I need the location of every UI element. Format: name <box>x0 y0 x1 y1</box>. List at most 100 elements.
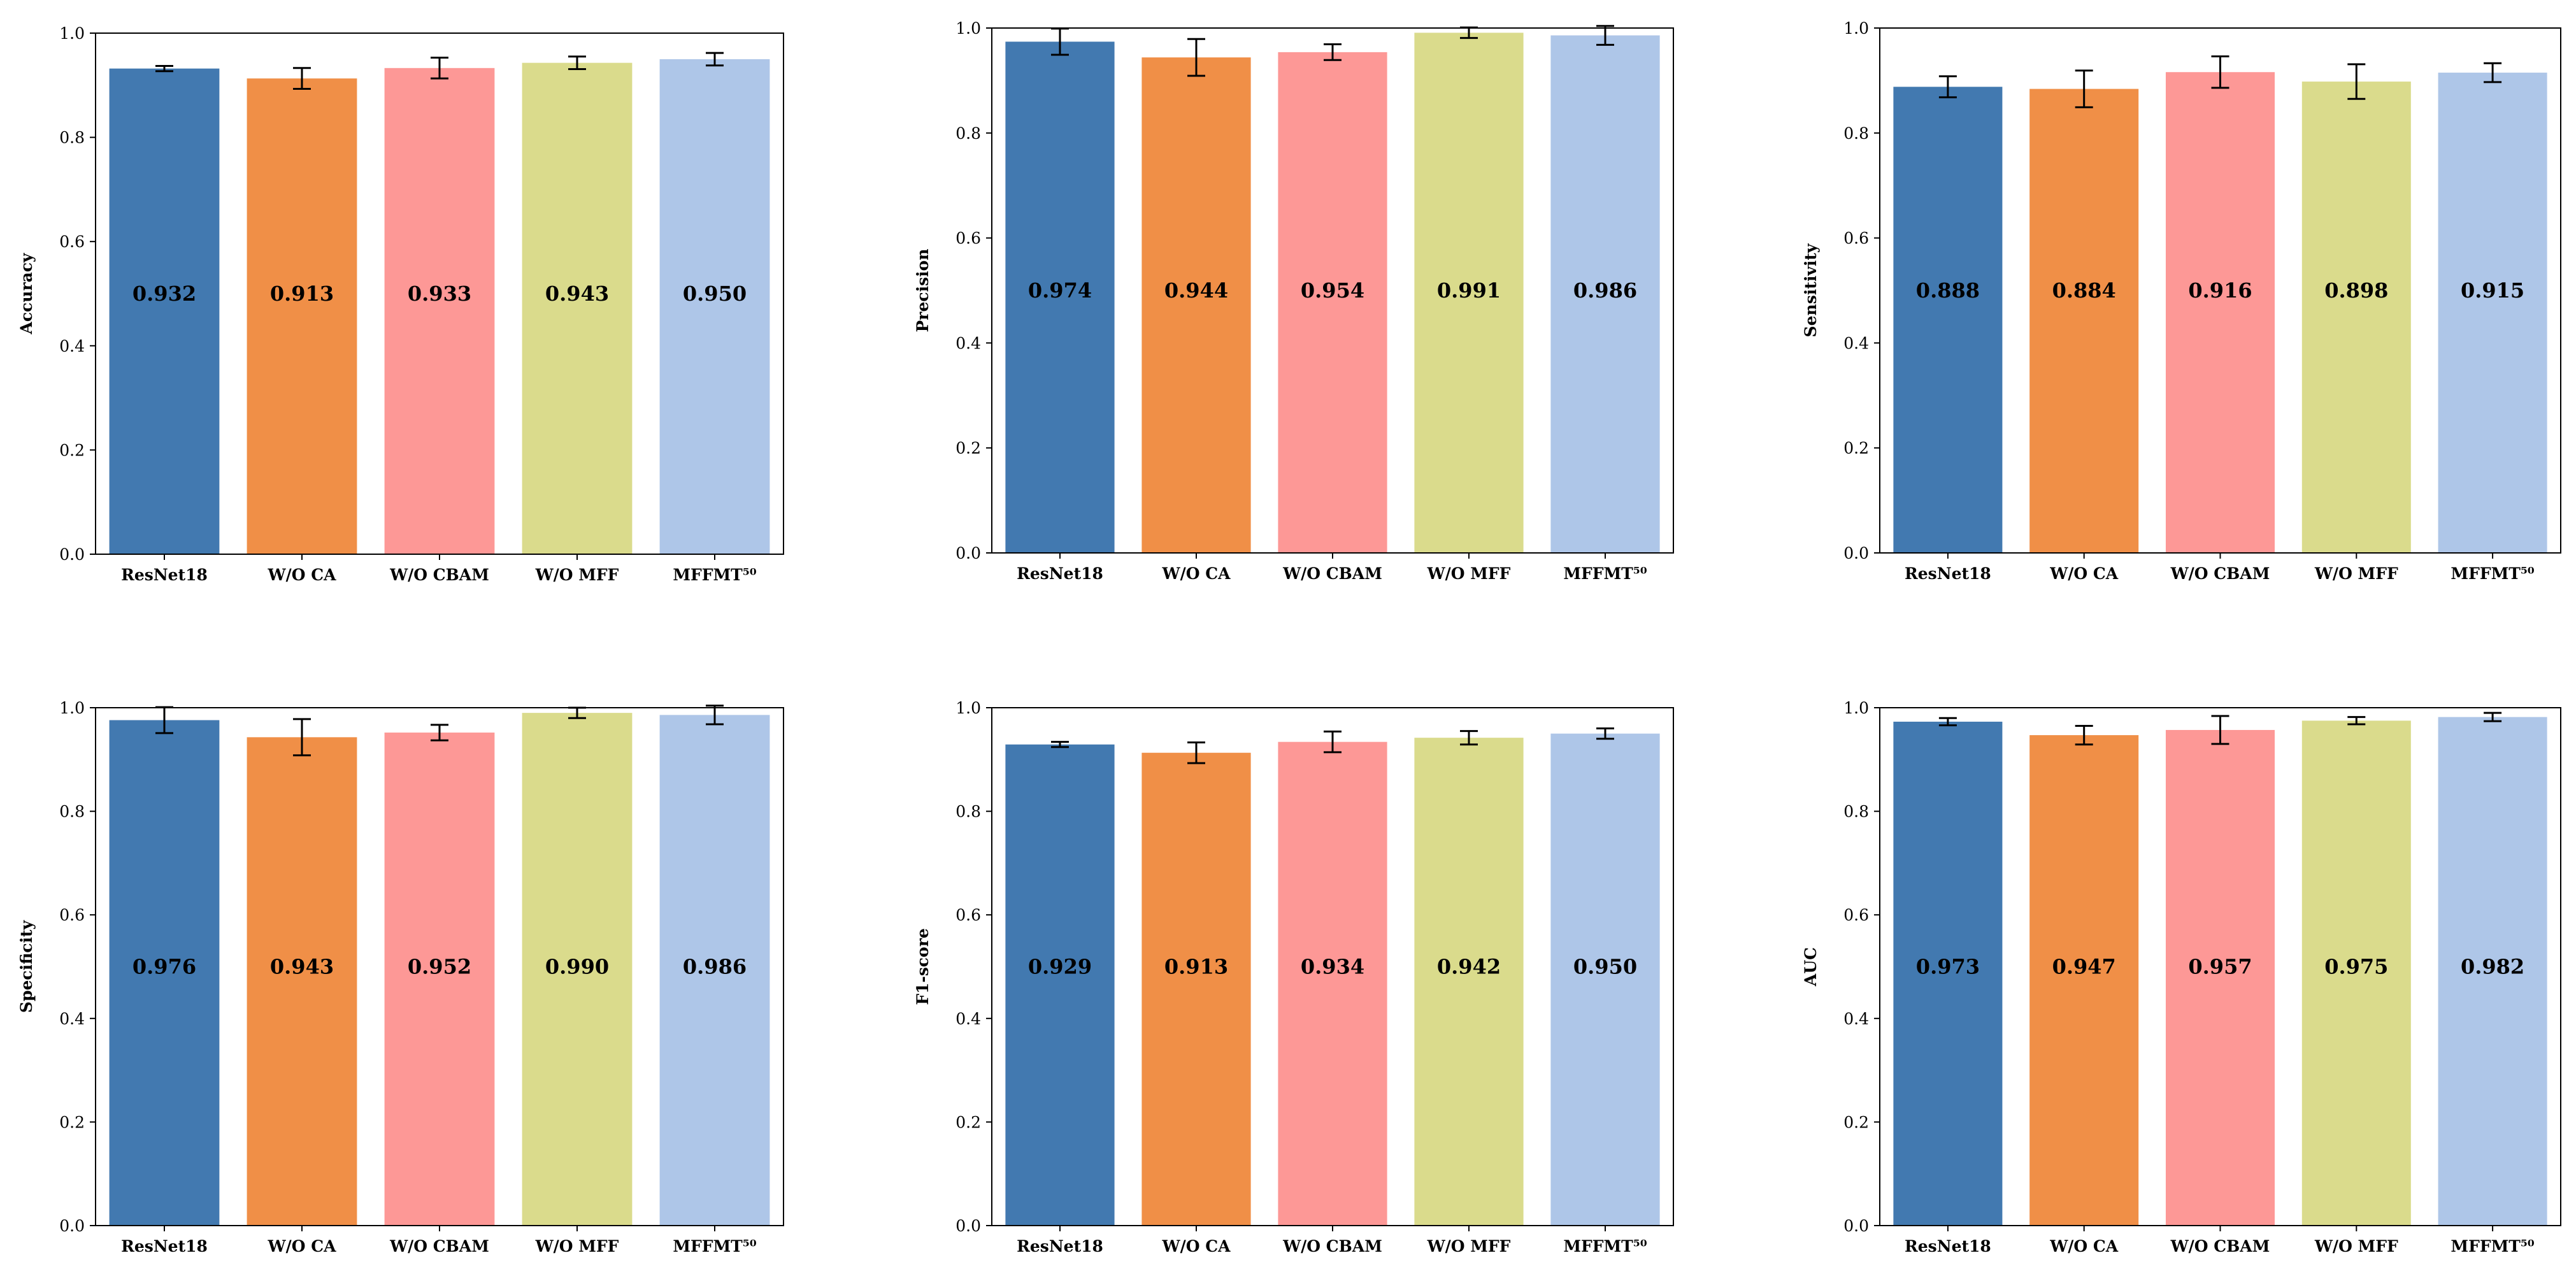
error-bar-1 <box>1938 717 1957 727</box>
y-tick-label: 0.4 <box>1843 1010 1869 1028</box>
value-label-4: 0.991 <box>1437 278 1501 303</box>
error-bar-1 <box>155 65 173 73</box>
category-label-2: W/O CA <box>1162 1237 1231 1256</box>
bar-1 <box>1893 87 2003 554</box>
bar-4 <box>1414 32 1524 554</box>
category-label-4: W/O MFF <box>1427 564 1511 583</box>
error-bar-5 <box>706 705 724 726</box>
value-label-1: 0.888 <box>1916 278 1980 303</box>
value-label-5: 0.986 <box>1573 278 1637 303</box>
y-tick-label: 0.2 <box>1843 439 1869 457</box>
category-label-2: W/O CA <box>2049 564 2119 583</box>
y-tick-label: 1.0 <box>955 19 981 38</box>
bar-1 <box>1005 41 1115 554</box>
bar-3 <box>384 68 495 554</box>
bar-4 <box>1414 738 1524 1226</box>
bar-5 <box>2438 73 2547 554</box>
y-axis-label: Accuracy <box>17 252 36 335</box>
value-label-3: 0.916 <box>2188 278 2252 303</box>
y-tick-label: 1.0 <box>955 699 981 717</box>
bar-2 <box>247 78 357 555</box>
category-label-1: ResNet18 <box>1017 564 1103 583</box>
y-tick-label: 0.2 <box>955 439 981 457</box>
y-tick-label: 0.6 <box>59 906 85 924</box>
value-label-2: 0.944 <box>1164 278 1228 303</box>
error-bar-4 <box>2347 716 2366 726</box>
y-tick-label: 0.8 <box>1843 803 1869 821</box>
error-bar-4 <box>1460 730 1478 746</box>
category-label-5: MFFMT⁵⁰ <box>2451 564 2534 583</box>
y-tick-label: 0.2 <box>955 1113 981 1131</box>
y-tick-label: 0.0 <box>59 545 85 564</box>
bar-1 <box>109 720 220 1226</box>
category-label-1: ResNet18 <box>1017 1237 1103 1256</box>
value-label-3: 0.952 <box>408 955 471 979</box>
category-label-1: ResNet18 <box>121 566 208 584</box>
error-bar-2 <box>2075 69 2093 108</box>
value-label-5: 0.915 <box>2461 278 2524 303</box>
y-tick-label: 0.6 <box>1843 229 1869 248</box>
category-label-4: W/O MFF <box>2314 1237 2398 1256</box>
bar-4 <box>2301 82 2411 554</box>
y-tick-label: 0.4 <box>1843 334 1869 352</box>
value-label-5: 0.950 <box>1573 955 1637 979</box>
bar-2 <box>1141 57 1251 553</box>
y-tick-label: 1.0 <box>59 24 85 43</box>
bar-5 <box>1550 733 1660 1226</box>
value-label-3: 0.934 <box>1301 955 1364 979</box>
bar-3 <box>1278 52 1387 553</box>
value-label-4: 0.975 <box>2324 955 2388 979</box>
y-axis-label: Specificity <box>17 919 36 1013</box>
value-label-4: 0.990 <box>545 955 609 979</box>
bar-3 <box>2165 72 2275 554</box>
value-label-1: 0.973 <box>1916 955 1980 979</box>
bar-3 <box>1278 741 1387 1226</box>
bar-1 <box>109 68 220 555</box>
value-label-4: 0.943 <box>545 282 609 306</box>
y-tick-label: 0.2 <box>59 1113 85 1131</box>
axes-frame <box>1879 707 2561 1226</box>
value-label-1: 0.974 <box>1028 278 1092 303</box>
bar-5 <box>659 715 770 1226</box>
error-bar-4 <box>568 55 586 70</box>
chart-panel-3: 0.888 ResNet18 0.884 W/O CA 0.916 W/O CBAM 0.8… <box>1801 19 2561 583</box>
y-tick-label: 0.0 <box>1843 1217 1869 1235</box>
y-tick-label: 0.4 <box>59 1010 85 1028</box>
bar-2 <box>2029 89 2139 553</box>
axes-frame <box>1879 27 2561 554</box>
category-label-1: ResNet18 <box>121 1237 208 1256</box>
y-tick-label: 0.6 <box>955 906 981 924</box>
bar-5 <box>2438 717 2547 1226</box>
error-bar-4 <box>2347 63 2366 100</box>
error-bar-2 <box>1187 38 1205 77</box>
value-label-4: 0.942 <box>1437 955 1501 979</box>
error-bar-2 <box>1187 741 1205 764</box>
y-tick-label: 1.0 <box>1843 699 1869 717</box>
value-label-1: 0.932 <box>132 282 196 306</box>
value-label-3: 0.957 <box>2188 955 2252 979</box>
chart-panel-4: 0.976 ResNet18 0.943 W/O CA 0.952 W/O CBAM 0.9… <box>17 699 784 1256</box>
category-label-3: W/O CBAM <box>389 1237 489 1256</box>
error-bar-3 <box>2211 55 2229 89</box>
category-label-5: MFFMT⁵⁰ <box>1563 1237 1647 1256</box>
y-tick-label: 1.0 <box>59 699 85 717</box>
category-label-2: W/O CA <box>268 566 337 584</box>
value-label-3: 0.954 <box>1301 278 1364 303</box>
y-tick-label: 1.0 <box>1843 19 1869 38</box>
y-axis-label: F1-score <box>913 928 932 1005</box>
value-label-2: 0.913 <box>1164 955 1228 979</box>
error-bar-3 <box>2211 715 2229 745</box>
axes-frame <box>991 707 1674 1226</box>
y-axis-label: Sensitivity <box>1801 243 1820 337</box>
category-label-5: MFFMT⁵⁰ <box>2451 1237 2534 1256</box>
bar-5 <box>659 59 770 554</box>
error-bar-3 <box>1324 43 1342 61</box>
value-label-3: 0.933 <box>408 282 471 306</box>
value-label-2: 0.884 <box>2052 278 2116 303</box>
category-label-3: W/O CBAM <box>2170 1237 2270 1256</box>
y-tick-label: 0.6 <box>955 229 981 248</box>
error-bar-5 <box>706 52 724 67</box>
y-tick-label: 0.2 <box>1843 1113 1869 1131</box>
y-tick-label: 0.4 <box>955 1010 981 1028</box>
